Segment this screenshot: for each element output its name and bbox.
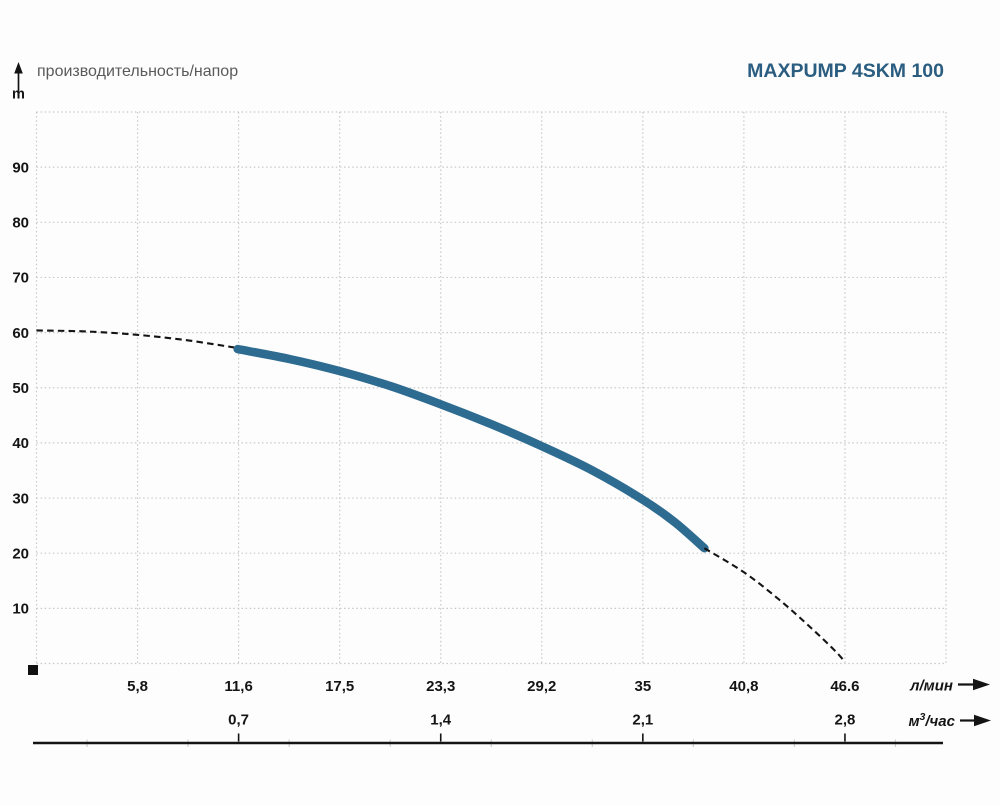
curve-head-curve-operating-range [233,344,709,553]
right-arrow-icon [958,678,990,691]
x-tick-label-lmin: 17,5 [325,678,354,695]
curve-layer [36,329,846,663]
x-tick-label-lmin: 35 [634,678,651,695]
y-axis-unit-label: m [12,87,25,103]
curve-head-curve-extrapolated-left [36,329,238,350]
x-tick-label-m3h: 1,4 [430,712,452,729]
static-layer: m производительность/напор MAXPUMP 4SKM … [12,60,991,745]
x-tick-label-lmin: 46.6 [830,678,859,695]
y-tick-label: 70 [12,270,29,287]
x-tick-label-m3h: 2,8 [835,712,856,729]
x-axis-unit-m3h-superscript: 3 [920,711,926,723]
x-tick-label-lmin: 23,3 [426,678,455,695]
y-tick-label: 60 [12,325,29,342]
chart-subtitle: производительность/напор [37,63,238,80]
x-tick-label-m3h: 2,1 [632,712,653,729]
x-axis-unit-m3h: м3/час [908,711,955,730]
y-tick-label: 30 [12,490,29,507]
curve-head-curve-extrapolated-right [703,547,846,663]
x-tick-label-m3h: 0,7 [228,712,249,729]
right-arrow-icon [960,714,991,727]
grid-layer [35,111,947,665]
x-axis-unit-m3h-prefix: м [908,713,919,730]
tick-label-layer: 10 20 30 40 50 60 70 80 90 5,8 11,6 17,5 23,3 29,2 35 4… [12,159,897,747]
x-tick-label-lmin: 11,6 [224,678,252,695]
y-tick-label: 80 [12,215,29,232]
y-tick-label: 50 [12,380,29,397]
x-tick-label-lmin: 40,8 [729,678,758,695]
y-tick-label: 40 [12,435,29,452]
x-tick-label-lmin: 5,8 [127,678,148,695]
x-axis-unit-m3h-suffix: /час [924,713,955,730]
page-title: MAXPUMP 4SKM 100 [747,60,944,82]
y-tick-label: 10 [12,601,29,618]
y-tick-label: 90 [12,159,29,176]
up-arrow-icon [14,62,23,96]
x-tick-label-lmin: 29,2 [527,678,556,695]
y-tick-label: 20 [12,545,29,562]
origin-marker [28,665,38,675]
x-axis-unit-lmin: л/мин [909,678,953,695]
